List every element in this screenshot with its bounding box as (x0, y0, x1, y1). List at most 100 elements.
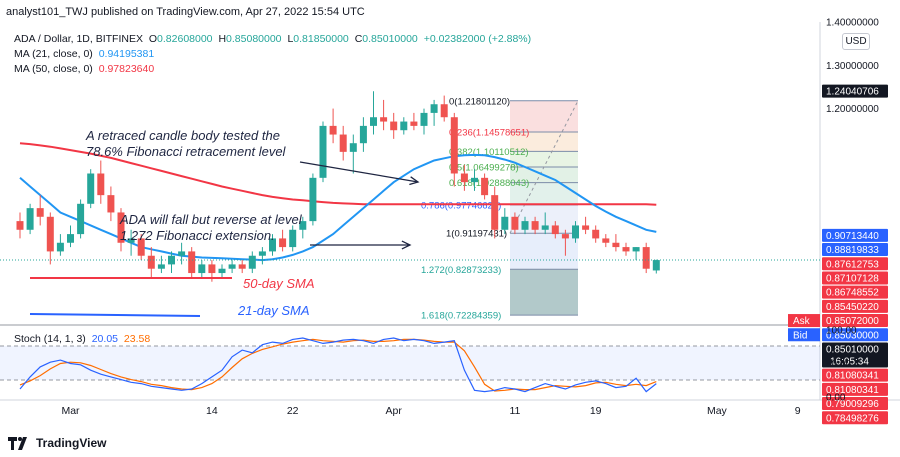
price-tag-value: 0.85010000 (826, 344, 879, 355)
ohlc-open-label: O (148, 33, 158, 45)
candle-body (642, 247, 650, 269)
price-tag-bg (822, 342, 888, 368)
ohlc-low-label: L (287, 33, 294, 45)
stoch-label: Stoch (14, 1, 3) (14, 333, 86, 345)
candle-body (359, 125, 367, 144)
stoch-d-value: 23.58 (123, 333, 151, 345)
price-axis-tick: 1.40000000 (826, 18, 879, 29)
candle-body (561, 234, 569, 239)
stoch-axis-tick: 50.00 (826, 359, 851, 370)
price-tag-prefix-bg (788, 328, 820, 342)
time-axis-tick: 11 (509, 405, 520, 417)
fib-trend-line (509, 100, 579, 234)
symbol-name[interactable]: ADA / Dollar, 1D, BITFINEX (14, 33, 143, 45)
candle-body (380, 117, 388, 122)
ma50-legend[interactable]: MA (50, close, 0) 0.97823640 (14, 63, 157, 75)
annotation-fib-test-2: 78.6% Fibonacci retracement level (86, 144, 286, 159)
candle-body (471, 177, 478, 183)
candle-body (511, 216, 519, 230)
price-tag-value: 0.85072000 (826, 316, 879, 327)
candle-body (299, 221, 307, 230)
stoch-legend[interactable]: Stoch (14, 1, 3) 20.05 23.58 (14, 333, 153, 345)
candle-body (67, 234, 74, 243)
publish-header: analyst101_TWJ published on TradingView.… (6, 6, 365, 18)
symbol-legend[interactable]: ADA / Dollar, 1D, BITFINEX O0.82608000 H… (14, 33, 534, 45)
fib-zone (510, 151, 578, 168)
stoch-d-line (19, 338, 657, 392)
stoch-lines (19, 337, 657, 393)
ma50-line (19, 142, 657, 206)
candle-body (117, 212, 125, 243)
price-tag-value: 0.87612753 (826, 259, 879, 270)
price-pane[interactable] (0, 22, 820, 325)
tradingview-logo[interactable]: TradingView (8, 434, 106, 452)
fib-label: 0.382(1.10110512) (449, 147, 529, 158)
price-tag-bg (822, 397, 888, 411)
price-tag-value: 0.81080341 (826, 371, 879, 382)
candle-body (370, 117, 377, 126)
candle-body (258, 251, 266, 256)
candle-body (208, 264, 216, 274)
candle-body (339, 134, 347, 152)
price-tag-bg (822, 271, 888, 285)
ohlc-high-label: H (218, 33, 227, 45)
price-tag-bg (822, 84, 888, 98)
candle-body (218, 268, 226, 274)
price-tag-bg (822, 243, 888, 257)
fib-label: 1.618(0.72284359) (421, 311, 501, 322)
candle-body (592, 229, 600, 239)
time-axis[interactable]: Mar 14 22 Apr 11 19 May 9 (61, 405, 800, 417)
candle-body (430, 104, 438, 113)
fib-zone (510, 233, 578, 270)
ohlc-high: 0.85080000 (226, 33, 282, 45)
time-axis-tick: May (707, 405, 728, 417)
annotation-fib-test-1: A retraced candle body tested the (86, 128, 280, 143)
time-axis-tick: Apr (386, 405, 403, 417)
stoch-axis-tick: 0.00 (826, 393, 846, 404)
candle-body (319, 125, 327, 178)
price-tag-value: 0.90713440 (826, 231, 879, 242)
candle-body (279, 238, 287, 248)
ma21-legend[interactable]: MA (21, close, 0) 0.94195381 (14, 48, 157, 60)
time-axis-tick: 22 (287, 405, 299, 417)
candle-body (390, 121, 398, 131)
candle-body (137, 238, 145, 256)
price-tag-value: 0.81080341 (826, 385, 879, 396)
time-axis-tick: 14 (206, 405, 218, 417)
ma21-label: MA (21, close, 0) (14, 48, 93, 60)
candle-body (572, 225, 579, 239)
brand-name: TradingView (36, 436, 107, 450)
candle-body (198, 264, 206, 274)
candle-body (309, 177, 317, 222)
ma50-value: 0.97823640 (98, 63, 155, 75)
arrow-fib-test (299, 161, 419, 183)
candle-body (551, 225, 559, 235)
candle-body (582, 225, 590, 230)
candle-body (541, 225, 549, 230)
fib-label: 0.236(1.14578651) (449, 128, 529, 139)
stoch-band (0, 346, 820, 380)
price-axis-tick: 1.20000000 (826, 104, 879, 115)
candle-body (56, 242, 64, 252)
candle-body (652, 260, 660, 271)
price-tag-value: 0.88819833 (826, 245, 879, 256)
price-tag-bg (822, 368, 888, 382)
price-tag-bg (822, 299, 888, 313)
stoch-k-line (19, 337, 657, 393)
price-tag-bg (822, 314, 888, 328)
price-tag-bg (822, 285, 888, 299)
candle-body (87, 173, 95, 204)
candle-body (612, 242, 620, 248)
candle-body (157, 264, 165, 269)
time-axis-tick: 9 (795, 405, 801, 417)
candle-body (400, 121, 408, 131)
candle-body (188, 251, 196, 274)
price-tag-value: 1.24040706 (826, 87, 879, 98)
stoch-axis: 100.00 50.00 0.00 (826, 326, 857, 404)
candles (16, 91, 660, 282)
sma50-annotation: 50-day SMA (243, 276, 315, 291)
currency-button[interactable]: USD (842, 33, 870, 50)
price-tag-bg (822, 257, 888, 271)
price-axis[interactable]: 1.40000000 1.30000000 1.20000000 1.24040706… (0, 18, 888, 425)
